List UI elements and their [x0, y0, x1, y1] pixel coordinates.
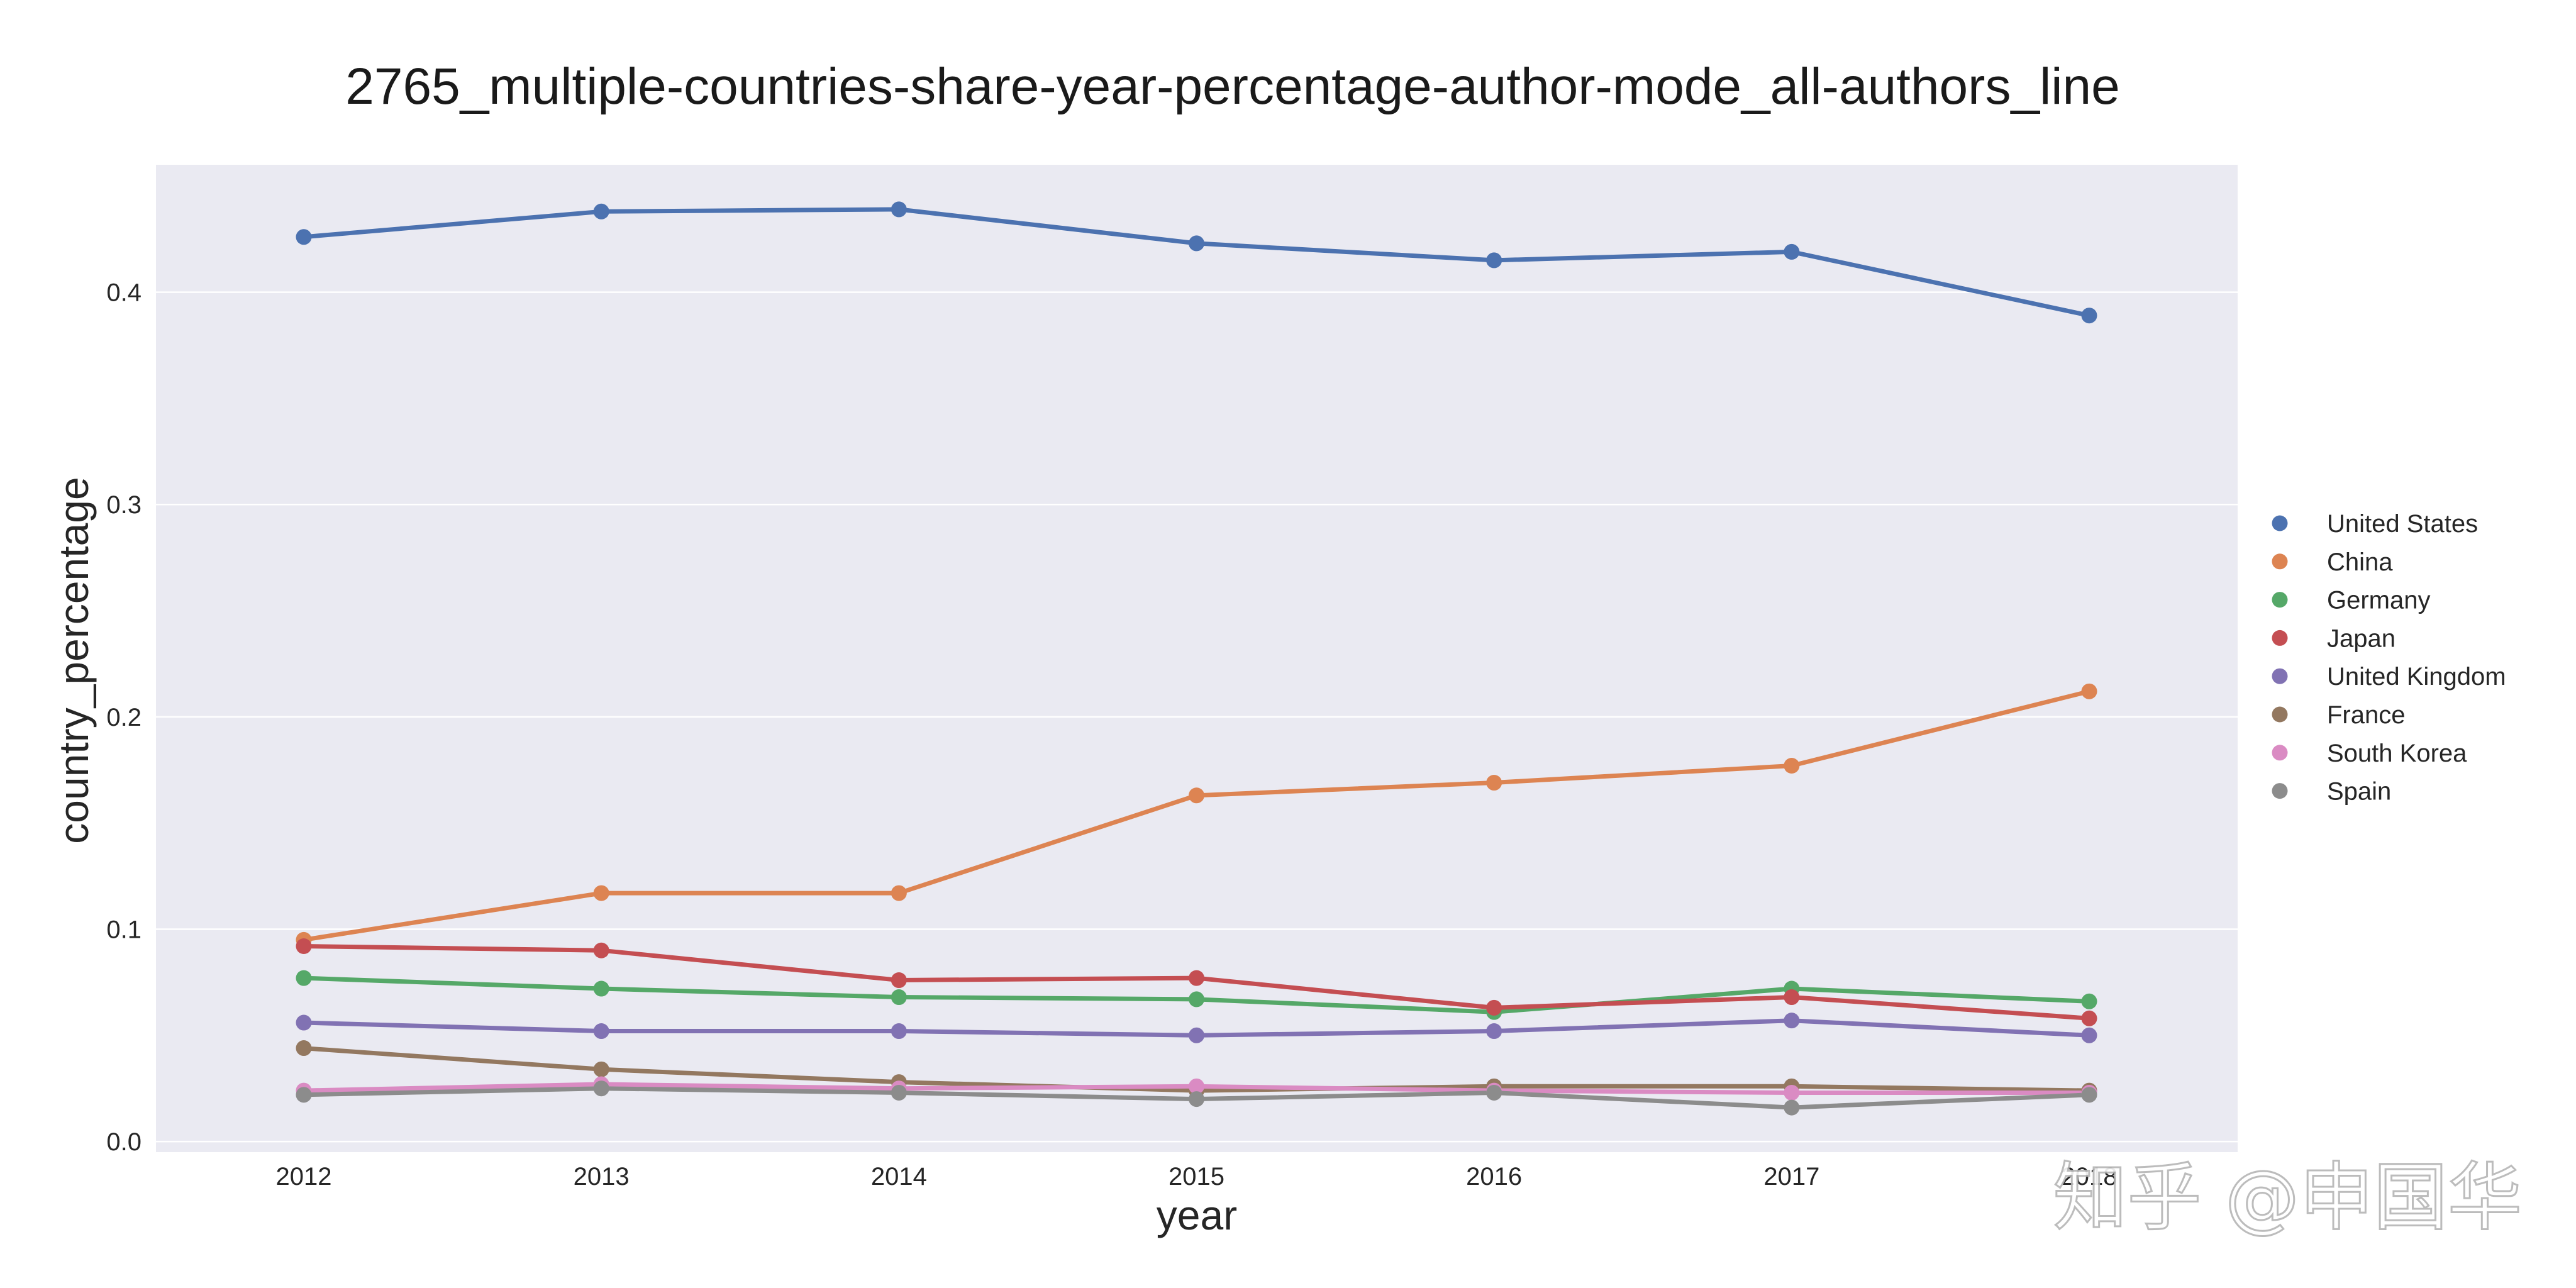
data-point [2081, 683, 2097, 699]
data-point [593, 203, 609, 219]
legend-marker [2272, 668, 2288, 684]
x-tick-label: 2016 [1466, 1163, 1522, 1191]
data-point [2081, 1010, 2097, 1026]
data-point [593, 942, 609, 958]
data-point [1189, 1091, 1204, 1108]
y-tick-label: 0.0 [106, 1128, 142, 1156]
legend-label: Spain [2327, 778, 2391, 806]
legend-label: United Kingdom [2327, 663, 2506, 691]
y-axis-title: country_percentage [50, 477, 97, 843]
data-point [593, 980, 609, 997]
legend-marker [2272, 783, 2288, 799]
data-point [1486, 1023, 1502, 1040]
data-point [593, 1080, 609, 1097]
data-point [2081, 1027, 2097, 1043]
x-tick-label: 2012 [276, 1163, 332, 1191]
data-point [1189, 1078, 1204, 1094]
data-point [891, 989, 907, 1006]
legend-marker [2272, 630, 2288, 646]
data-point [2081, 993, 2097, 1009]
data-point [593, 885, 609, 901]
data-point [1784, 1084, 1800, 1101]
y-tick-label: 0.4 [106, 279, 142, 307]
data-point [296, 970, 312, 986]
data-point [1784, 758, 1800, 774]
data-point [2081, 1087, 2097, 1103]
legend-label: United States [2327, 510, 2478, 538]
legend-marker [2272, 515, 2288, 531]
data-point [891, 1023, 907, 1040]
gridlines [156, 291, 2238, 1143]
data-point [1784, 243, 1800, 260]
data-point [1189, 991, 1204, 1008]
x-tick-label: 2013 [574, 1163, 630, 1191]
legend-label: France [2327, 701, 2406, 729]
x-tick-label: 2018 [2062, 1163, 2118, 1191]
data-point [1486, 999, 1502, 1016]
x-tick-label: 2017 [1763, 1163, 1819, 1191]
series-points [296, 201, 2097, 1116]
plot-background [156, 165, 2238, 1152]
x-axis-tick-labels: 2012 2013 2014 2015 2016 2017 2018 [276, 1163, 2118, 1191]
data-point [1486, 252, 1502, 269]
data-point [296, 938, 312, 954]
data-point [891, 201, 907, 218]
x-tick-label: 2015 [1169, 1163, 1224, 1191]
data-point [1784, 1099, 1800, 1116]
data-point [296, 229, 312, 245]
data-point [2081, 308, 2097, 324]
data-point [1189, 235, 1204, 252]
data-point [593, 1061, 609, 1077]
data-point [1189, 787, 1204, 804]
y-axis-tick-labels: 0.0 0.1 0.2 0.3 0.4 [106, 279, 142, 1157]
data-point [296, 1040, 312, 1057]
legend-label: Germany [2327, 587, 2431, 614]
data-point [296, 1014, 312, 1031]
legend-marker [2272, 706, 2288, 723]
legend-marker [2272, 592, 2288, 608]
legend-marker [2272, 553, 2288, 570]
data-point [891, 972, 907, 989]
legend-label: China [2327, 548, 2393, 576]
data-point [1486, 775, 1502, 791]
y-tick-label: 0.2 [106, 704, 142, 731]
data-point [296, 1087, 312, 1103]
data-point [1189, 1027, 1204, 1043]
legend-marker [2272, 745, 2288, 761]
data-point [1189, 970, 1204, 986]
chart-title: 2765_multiple-countries-share-year-perce… [345, 58, 2119, 115]
y-tick-label: 0.1 [106, 916, 142, 943]
legend-label: Japan [2327, 625, 2396, 652]
x-axis-title: year [1157, 1192, 1237, 1238]
data-point [891, 885, 907, 901]
data-point [1784, 1013, 1800, 1029]
y-tick-label: 0.3 [106, 491, 142, 519]
data-point [1784, 989, 1800, 1006]
plot-area [156, 165, 2238, 1152]
data-point [1486, 1084, 1502, 1101]
data-point [891, 1084, 907, 1101]
watermark: 知乎 @申国华 [2053, 1154, 2522, 1241]
legend-label: South Korea [2327, 740, 2467, 767]
legend: United States China Germany Japan United Kin… [2272, 510, 2506, 806]
x-tick-label: 2014 [871, 1163, 927, 1191]
data-point [593, 1023, 609, 1040]
